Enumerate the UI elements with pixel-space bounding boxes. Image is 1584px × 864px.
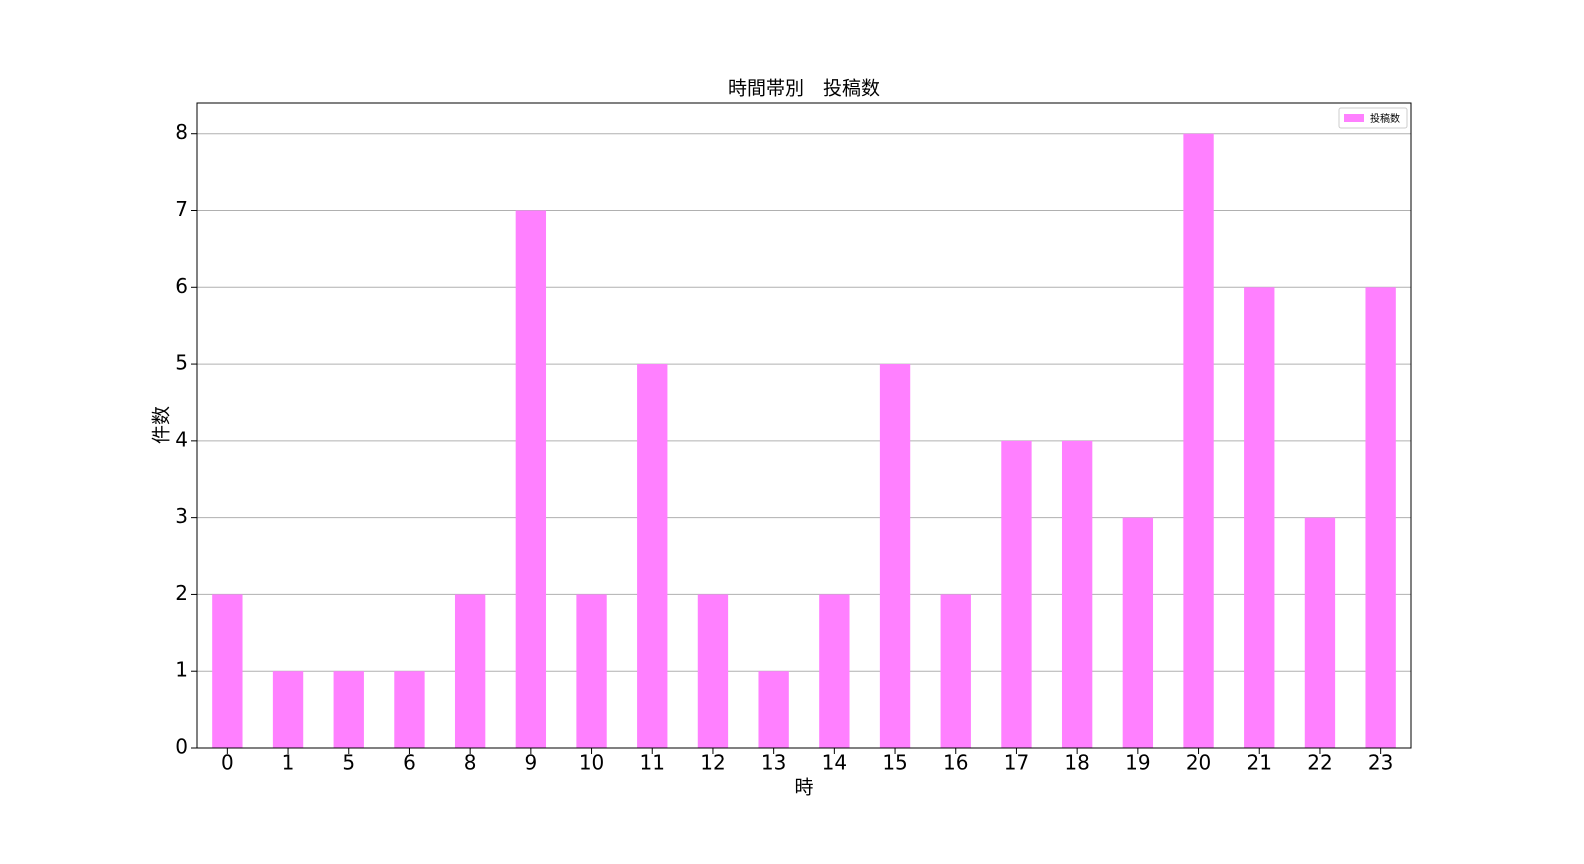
x-tick-label: 9	[524, 751, 537, 775]
y-tick-label: 0	[175, 735, 188, 759]
bar	[454, 594, 486, 748]
bar	[1304, 517, 1336, 748]
bar	[272, 671, 304, 748]
x-tick-label: 22	[1307, 751, 1332, 775]
x-tick-label: 21	[1247, 751, 1272, 775]
bar	[1122, 517, 1154, 748]
plot-frame	[196, 102, 1412, 749]
y-tick-label: 6	[175, 274, 188, 298]
y-tick-label: 1	[175, 658, 188, 682]
bar	[1244, 287, 1275, 748]
bar	[637, 364, 668, 748]
y-tick-label: 4	[175, 427, 188, 451]
bar	[333, 671, 364, 748]
y-axis-label: 件数	[151, 406, 173, 444]
legend-swatch	[1344, 114, 1364, 122]
x-tick-label: 13	[761, 751, 786, 775]
bar	[212, 594, 243, 748]
x-tick-label: 10	[579, 751, 604, 775]
x-tick-label: 0	[221, 751, 234, 775]
bar	[940, 594, 971, 748]
x-tick-label: 16	[943, 751, 968, 775]
y-tick-label: 7	[175, 197, 188, 221]
legend-box	[1338, 107, 1408, 129]
x-tick-label: 6	[403, 751, 416, 775]
chart-title: 時間帯別 投稿数	[728, 78, 880, 100]
bar	[758, 671, 789, 748]
x-tick-label: 14	[822, 751, 847, 775]
x-tick-label: 12	[700, 751, 725, 775]
bar	[697, 594, 729, 748]
bar	[879, 364, 911, 748]
bar	[1061, 440, 1093, 748]
bar	[819, 594, 850, 748]
bar	[1183, 133, 1214, 748]
y-tick-label: 5	[175, 351, 188, 375]
bar	[394, 671, 425, 748]
x-tick-label: 23	[1368, 751, 1393, 775]
x-tick-label: 5	[342, 751, 355, 775]
x-tick-label: 17	[1004, 751, 1029, 775]
x-tick-label: 11	[640, 751, 665, 775]
x-tick-label: 8	[464, 751, 477, 775]
y-tick-label: 2	[175, 581, 188, 605]
x-tick-label: 1	[282, 751, 295, 775]
bar	[515, 210, 547, 748]
bar	[576, 594, 607, 748]
bar	[1001, 440, 1032, 748]
x-tick-label: 18	[1064, 751, 1089, 775]
x-tick-label: 15	[882, 751, 907, 775]
legend-label: 投稿数	[1370, 112, 1400, 125]
y-tick-label: 3	[175, 504, 188, 528]
y-tick-label: 8	[175, 120, 188, 144]
bar	[1365, 287, 1396, 748]
x-tick-label: 19	[1125, 751, 1150, 775]
x-axis-label: 時	[794, 777, 813, 799]
x-tick-label: 20	[1186, 751, 1211, 775]
